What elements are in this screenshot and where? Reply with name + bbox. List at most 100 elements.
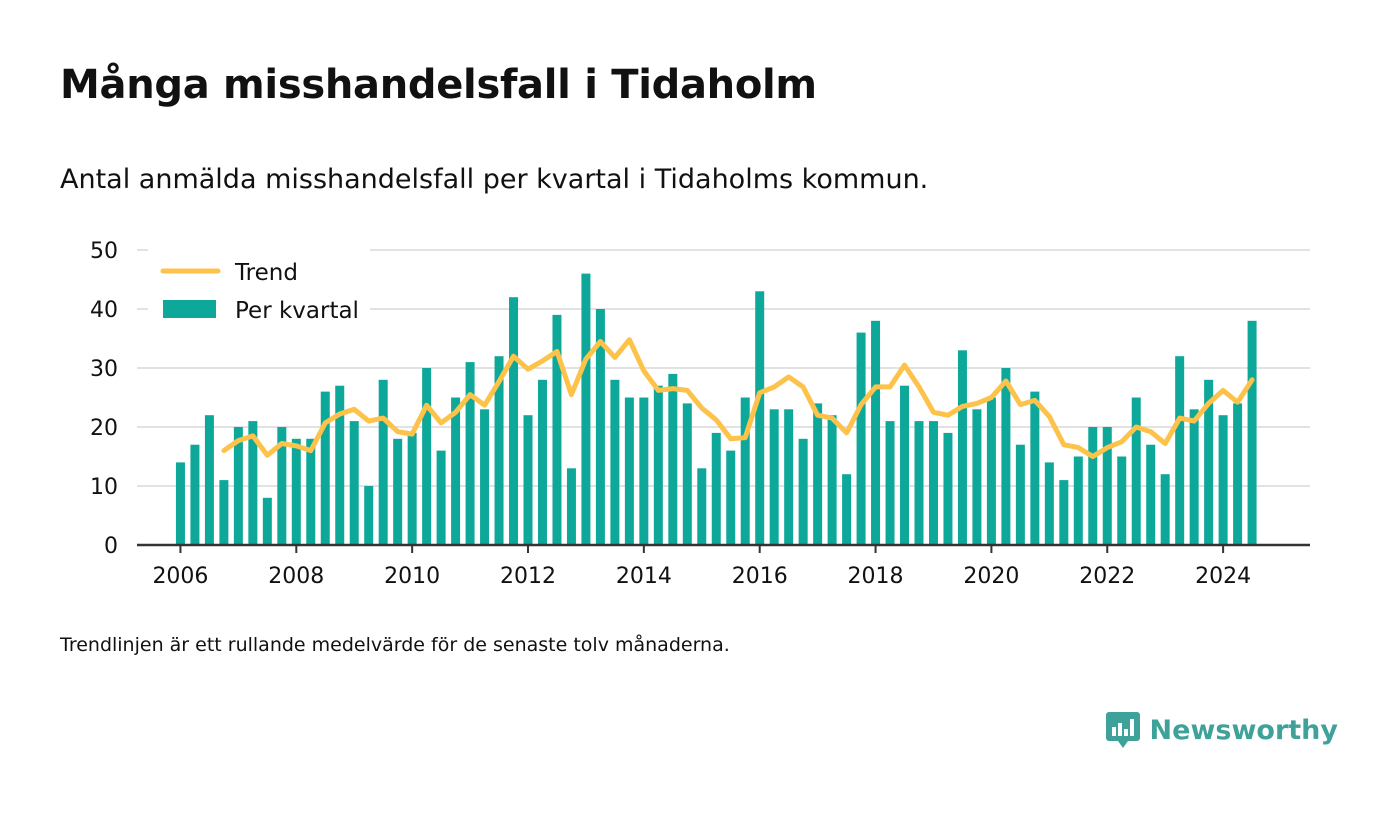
bar-2022-Q3 bbox=[1131, 397, 1141, 545]
bar-2021-Q1 bbox=[1044, 462, 1054, 545]
bar-2010-Q1 bbox=[407, 432, 417, 545]
x-tick-label-2020: 2020 bbox=[963, 564, 1019, 589]
y-tick-label-50: 50 bbox=[90, 239, 118, 264]
y-tick-label-0: 0 bbox=[104, 534, 118, 559]
bar-2012-Q2 bbox=[537, 379, 547, 545]
y-tick-label-30: 30 bbox=[90, 357, 118, 382]
bar-2009-Q3 bbox=[378, 379, 388, 545]
x-tick-label-2018: 2018 bbox=[848, 564, 904, 589]
bar-2019-Q1 bbox=[928, 421, 938, 545]
bar-2007-Q4 bbox=[277, 427, 287, 545]
bar-2012-Q3 bbox=[552, 314, 562, 545]
bar-2013-Q1 bbox=[581, 273, 591, 545]
bar-2006-Q1 bbox=[175, 462, 185, 545]
bar-2024-Q3 bbox=[1247, 320, 1257, 545]
bar-2011-Q2 bbox=[480, 409, 490, 545]
x-tick-label-2024: 2024 bbox=[1195, 564, 1251, 589]
bar-2014-Q2 bbox=[653, 385, 663, 545]
legend-label-trend: Trend bbox=[234, 260, 298, 286]
brand-name: Newsworthy bbox=[1149, 714, 1338, 746]
bar-2012-Q4 bbox=[566, 468, 576, 545]
bar-2008-Q4 bbox=[335, 385, 345, 545]
bar-2011-Q1 bbox=[465, 362, 475, 545]
bar-2017-Q3 bbox=[842, 474, 852, 545]
x-tick-label-2022: 2022 bbox=[1079, 564, 1135, 589]
bar-2011-Q3 bbox=[494, 356, 504, 545]
bar-chart-speech-bubble-icon bbox=[1105, 712, 1140, 748]
x-tick-label-2010: 2010 bbox=[384, 564, 440, 589]
bar-2009-Q4 bbox=[393, 438, 403, 545]
bar-2006-Q4 bbox=[219, 480, 229, 545]
x-tick-label-2016: 2016 bbox=[732, 564, 788, 589]
bar-2016-Q4 bbox=[798, 438, 808, 545]
bar-2018-Q2 bbox=[885, 421, 895, 545]
x-tick-label-2012: 2012 bbox=[500, 564, 556, 589]
bar-2021-Q4 bbox=[1088, 427, 1098, 545]
bar-2013-Q2 bbox=[595, 309, 605, 545]
bar-2023-Q3 bbox=[1189, 409, 1199, 545]
bar-2023-Q4 bbox=[1204, 379, 1214, 545]
bar-2020-Q4 bbox=[1030, 391, 1040, 545]
y-tick-label-40: 40 bbox=[90, 298, 118, 323]
bar-2016-Q2 bbox=[769, 409, 779, 545]
bar-2015-Q1 bbox=[697, 468, 707, 545]
chart-title: Många misshandelsfall i Tidaholm bbox=[60, 62, 817, 108]
y-tick-label-20: 20 bbox=[90, 416, 118, 441]
bar-2008-Q3 bbox=[320, 391, 330, 545]
bar-2009-Q2 bbox=[364, 486, 374, 545]
bar-2016-Q3 bbox=[784, 409, 794, 545]
bar-2022-Q4 bbox=[1146, 444, 1156, 545]
bar-2020-Q2 bbox=[1001, 368, 1011, 545]
bar-2024-Q2 bbox=[1233, 403, 1243, 545]
bar-2010-Q4 bbox=[451, 397, 461, 545]
bar-2018-Q1 bbox=[871, 320, 881, 545]
chart-subtitle: Antal anmälda misshandelsfall per kvarta… bbox=[60, 164, 929, 195]
bar-2021-Q2 bbox=[1059, 480, 1069, 545]
bar-2014-Q3 bbox=[668, 373, 678, 545]
bar-2006-Q3 bbox=[204, 415, 214, 545]
legend: Trend Per kvartal bbox=[148, 248, 370, 334]
legend-background bbox=[148, 248, 370, 334]
bar-2015-Q3 bbox=[726, 450, 736, 545]
brand-logo[interactable]: Newsworthy bbox=[1105, 710, 1338, 750]
bar-2020-Q1 bbox=[986, 397, 996, 545]
bar-2024-Q1 bbox=[1218, 415, 1228, 545]
bar-2010-Q2 bbox=[422, 368, 432, 545]
x-tick-label-2006: 2006 bbox=[152, 564, 208, 589]
bar-2019-Q2 bbox=[943, 432, 953, 545]
bar-2011-Q4 bbox=[509, 297, 519, 545]
bar-2014-Q1 bbox=[639, 397, 649, 545]
y-tick-label-10: 10 bbox=[90, 475, 118, 500]
bar-2008-Q2 bbox=[306, 438, 316, 545]
bar-2009-Q1 bbox=[349, 421, 359, 545]
bar-2007-Q1 bbox=[233, 427, 243, 545]
x-tick-label-2014: 2014 bbox=[616, 564, 672, 589]
bar-2021-Q3 bbox=[1073, 456, 1083, 545]
bar-2022-Q2 bbox=[1117, 456, 1127, 545]
bar-2020-Q3 bbox=[1015, 444, 1025, 545]
axes: 0 10 20 30 40 50 2006 2008 2010 2012 2014 2016 2018 2… bbox=[90, 239, 1310, 589]
bar-2023-Q2 bbox=[1175, 356, 1185, 545]
bar-2016-Q1 bbox=[755, 291, 765, 545]
footnote: Trendlinjen är ett rullande medelvärde f… bbox=[60, 634, 730, 656]
bar-2018-Q4 bbox=[914, 421, 924, 545]
bar-2023-Q1 bbox=[1160, 474, 1170, 545]
bar-2012-Q1 bbox=[523, 415, 533, 545]
bar-2019-Q4 bbox=[972, 409, 982, 545]
x-tick-label-2008: 2008 bbox=[268, 564, 324, 589]
bar-2008-Q1 bbox=[291, 438, 301, 545]
bar-2013-Q4 bbox=[624, 397, 634, 545]
bar-2017-Q2 bbox=[827, 415, 837, 545]
bar-2007-Q2 bbox=[248, 421, 258, 545]
bar-2018-Q3 bbox=[900, 385, 910, 545]
bars bbox=[175, 273, 1257, 545]
legend-label-per-kvartal: Per kvartal bbox=[235, 298, 359, 324]
trend-line-group bbox=[221, 337, 1255, 459]
legend-swatch-per-kvartal bbox=[163, 300, 216, 318]
bar-2007-Q3 bbox=[262, 497, 272, 545]
bar-2022-Q1 bbox=[1102, 427, 1112, 545]
bar-2006-Q2 bbox=[190, 444, 200, 545]
bar-2019-Q3 bbox=[957, 350, 967, 545]
bar-2014-Q4 bbox=[682, 403, 692, 545]
